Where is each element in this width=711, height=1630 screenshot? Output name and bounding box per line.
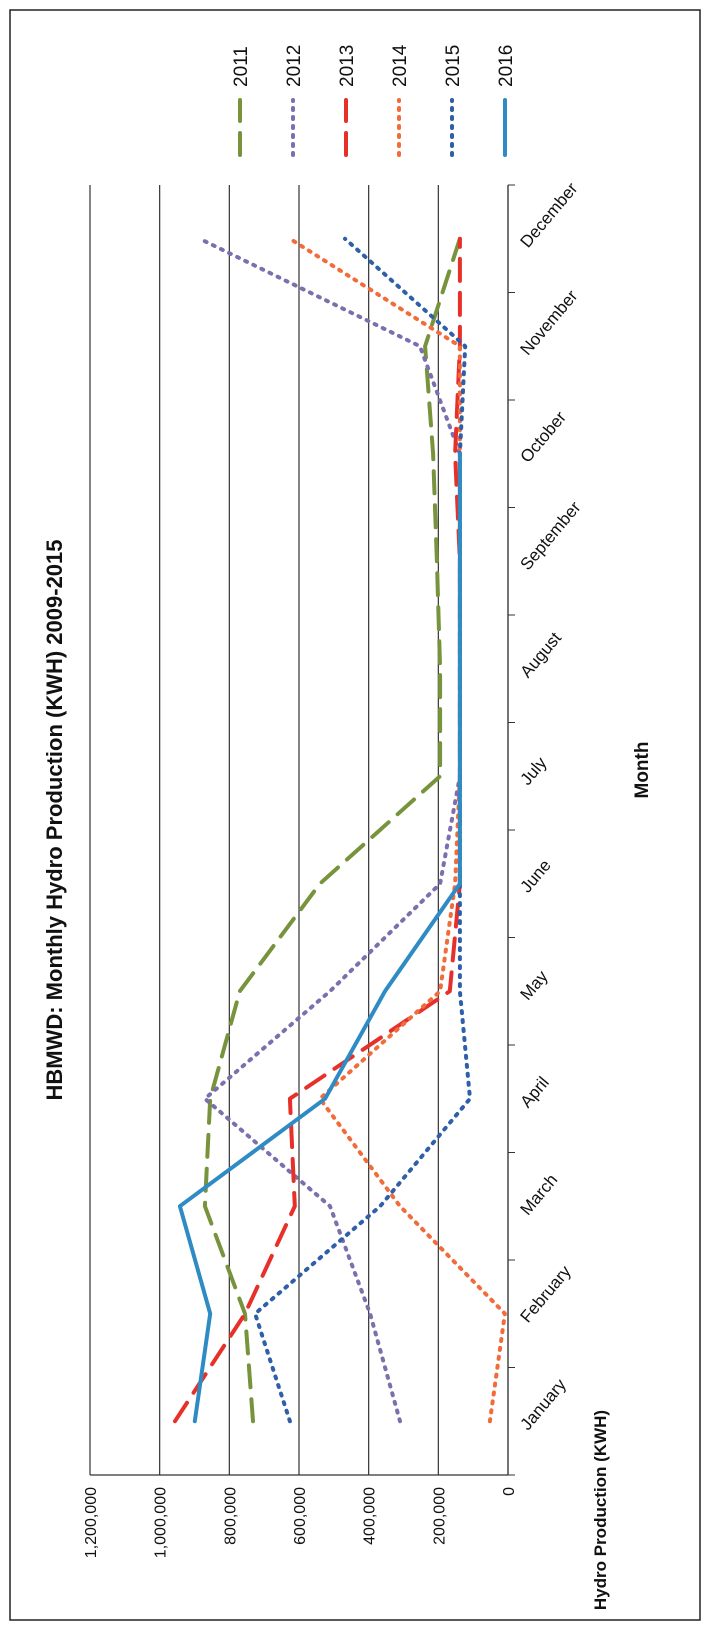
x-tick-label: March bbox=[517, 1170, 562, 1218]
y-tick-label: 200,000 bbox=[431, 1487, 448, 1545]
x-tick-label: April bbox=[517, 1073, 553, 1111]
x-tick-label: November bbox=[517, 286, 582, 359]
x-tick-label: June bbox=[517, 856, 555, 896]
series-line bbox=[197, 236, 462, 1424]
x-tick-label: January bbox=[517, 1375, 571, 1434]
series-line bbox=[287, 236, 507, 1424]
rotated-plot: HBMWD: Monthly Hydro Production (KWH) 20… bbox=[42, 44, 653, 1610]
series-line bbox=[177, 451, 462, 1424]
y-tick-label: 0 bbox=[501, 1487, 518, 1496]
legend-label: 2012 bbox=[284, 45, 305, 87]
series-line bbox=[173, 236, 462, 1424]
x-tick-label: July bbox=[517, 753, 551, 789]
series-line bbox=[202, 236, 462, 1424]
legend-label: 2015 bbox=[443, 45, 464, 87]
legend-label: 2016 bbox=[496, 45, 517, 87]
x-tick-label: October bbox=[517, 408, 571, 467]
y-tick-label: 600,000 bbox=[292, 1487, 309, 1545]
legend-label: 2014 bbox=[390, 44, 411, 87]
x-tick-label: February bbox=[517, 1262, 576, 1327]
x-axis-title: Month bbox=[632, 742, 653, 799]
y-tick-label: 800,000 bbox=[222, 1487, 239, 1545]
x-tick-label: August bbox=[517, 628, 566, 681]
x-tick-label: September bbox=[517, 498, 585, 574]
legend-label: 2013 bbox=[337, 45, 358, 87]
y-tick-label: 1,000,000 bbox=[153, 1487, 170, 1558]
y-tick-label: 1,200,000 bbox=[83, 1487, 100, 1558]
legend-label: 2011 bbox=[231, 46, 252, 87]
x-tick-label: December bbox=[517, 179, 582, 252]
chart-title: HBMWD: Monthly Hydro Production (KWH) 20… bbox=[42, 539, 67, 1100]
y-axis-title: Hydro Production (KWH) bbox=[591, 1410, 610, 1610]
chart-border bbox=[9, 9, 701, 1621]
y-tick-label: 400,000 bbox=[362, 1487, 379, 1545]
x-tick-label: May bbox=[517, 967, 553, 1004]
